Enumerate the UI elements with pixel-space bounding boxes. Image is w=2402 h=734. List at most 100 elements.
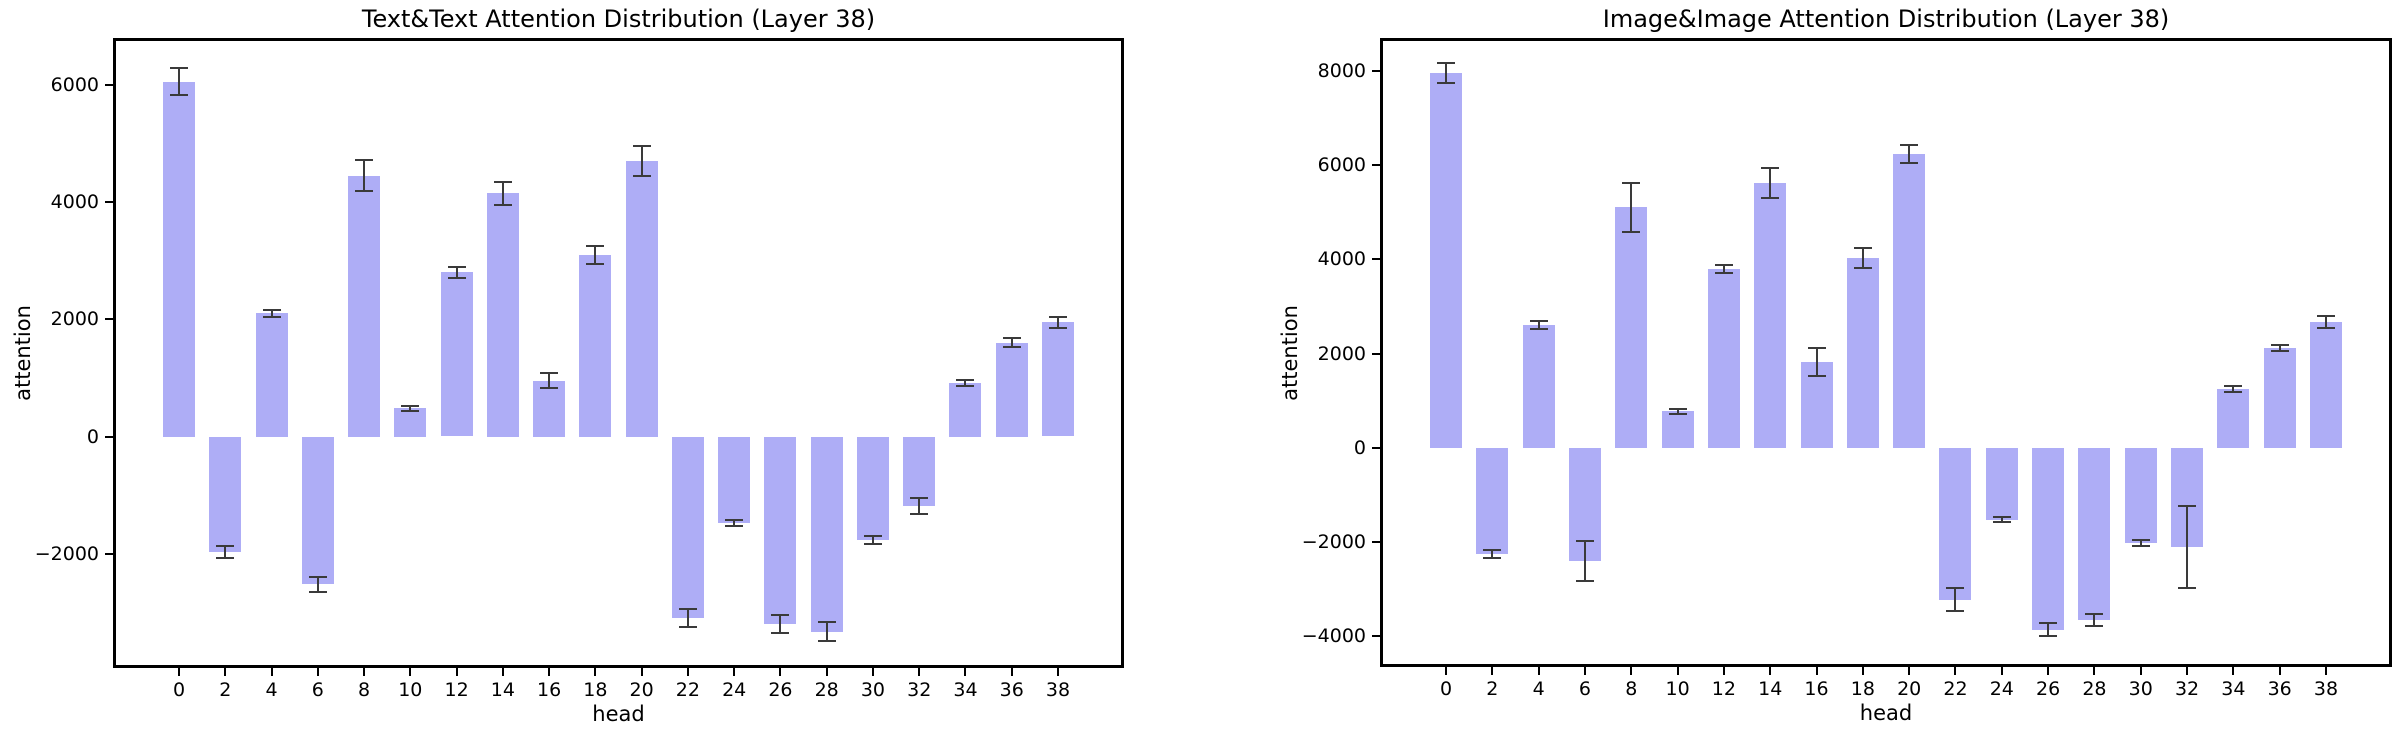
error-cap-bottom-head-28 xyxy=(817,640,836,643)
bar-head-2 xyxy=(209,436,242,552)
y-tick-mark xyxy=(105,318,113,321)
error-cap-top-head-30 xyxy=(2131,539,2150,542)
error-bar-head-22 xyxy=(686,609,689,627)
error-cap-top-head-28 xyxy=(817,621,836,624)
x-tick-label: 18 xyxy=(1850,678,1875,700)
error-cap-top-head-34 xyxy=(956,378,975,381)
x-tick-mark xyxy=(363,668,366,676)
error-bar-head-32 xyxy=(918,498,921,515)
plot-frame xyxy=(1380,38,2392,667)
y-tick-mark xyxy=(1372,258,1380,261)
x-tick-label: 6 xyxy=(311,679,324,701)
x-tick-label: 14 xyxy=(490,679,515,701)
chart-title-image-image: Image&Image Attention Distribution (Laye… xyxy=(1602,5,2170,33)
error-bar-head-0 xyxy=(178,68,180,96)
error-bar-head-30 xyxy=(2139,540,2142,546)
error-bar-head-26 xyxy=(779,615,782,633)
x-tick-label: 8 xyxy=(358,679,371,701)
y-tick-label: 0 xyxy=(86,425,99,448)
error-cap-bottom-head-14 xyxy=(1761,197,1780,200)
error-cap-bottom-head-18 xyxy=(1853,267,1872,270)
bar-head-30 xyxy=(2124,447,2157,544)
x-tick-mark xyxy=(2278,667,2281,675)
error-bar-head-24 xyxy=(2000,516,2003,523)
x-tick-mark xyxy=(2232,667,2235,675)
x-tick-label: 26 xyxy=(2036,678,2061,700)
error-cap-top-head-24 xyxy=(725,519,744,522)
x-tick-mark xyxy=(1676,667,1679,675)
x-tick-label: 16 xyxy=(1804,678,1829,700)
x-tick-label: 38 xyxy=(1045,679,1071,701)
y-tick-label: 4000 xyxy=(1317,248,1366,271)
error-bar-head-2 xyxy=(1491,549,1494,559)
x-tick-label: 10 xyxy=(398,679,423,701)
error-cap-bottom-head-18 xyxy=(586,262,605,265)
x-tick-mark xyxy=(1722,667,1725,675)
error-bar-head-24 xyxy=(733,520,736,527)
error-bar-head-38 xyxy=(1057,316,1059,328)
error-bar-head-36 xyxy=(2278,344,2281,352)
x-tick-mark xyxy=(871,668,874,676)
error-cap-top-head-38 xyxy=(2317,315,2335,318)
x-tick-label: 24 xyxy=(1989,678,2014,700)
error-cap-top-head-22 xyxy=(678,608,697,611)
y-tick-label: 6000 xyxy=(1317,154,1366,177)
error-cap-bottom-head-16 xyxy=(540,387,559,390)
error-cap-bottom-head-10 xyxy=(401,410,420,413)
bar-head-14 xyxy=(1754,183,1787,448)
y-tick-mark xyxy=(1372,352,1380,355)
x-tick-label: 34 xyxy=(953,679,978,701)
error-bar-head-34 xyxy=(964,379,967,386)
bar-head-10 xyxy=(1661,411,1694,448)
error-bar-head-12 xyxy=(455,267,458,278)
error-cap-bottom-head-22 xyxy=(678,625,697,628)
error-bar-head-6 xyxy=(1583,540,1586,582)
error-cap-top-head-2 xyxy=(216,545,235,548)
x-tick-label: 2 xyxy=(219,679,232,701)
x-tick-mark xyxy=(455,668,458,676)
error-bar-head-16 xyxy=(1815,348,1818,376)
y-tick-label: 4000 xyxy=(50,191,99,214)
error-bar-head-14 xyxy=(501,181,504,206)
error-bar-head-20 xyxy=(640,146,643,176)
error-cap-top-head-18 xyxy=(586,245,605,248)
x-tick-mark xyxy=(178,668,180,676)
x-tick-label: 28 xyxy=(2082,678,2107,700)
error-cap-top-head-8 xyxy=(1622,181,1641,184)
error-bar-head-6 xyxy=(316,576,319,592)
error-cap-top-head-10 xyxy=(1668,407,1687,410)
x-tick-mark xyxy=(2325,667,2327,675)
x-tick-mark xyxy=(2047,667,2050,675)
error-cap-bottom-head-30 xyxy=(2131,544,2150,547)
error-cap-top-head-20 xyxy=(632,145,651,148)
error-cap-bottom-head-26 xyxy=(2039,635,2058,638)
error-bar-head-22 xyxy=(1954,587,1957,612)
error-cap-bottom-head-32 xyxy=(910,513,929,516)
error-cap-bottom-head-0 xyxy=(1437,82,1455,85)
error-cap-bottom-head-38 xyxy=(2317,326,2335,329)
x-tick-label: 30 xyxy=(2128,678,2153,700)
x-tick-label: 32 xyxy=(907,679,932,701)
x-tick-label: 32 xyxy=(2174,678,2200,700)
x-tick-label: 20 xyxy=(629,679,654,701)
x-tick-mark xyxy=(594,668,597,676)
x-tick-label: 6 xyxy=(1578,678,1591,700)
error-cap-top-head-34 xyxy=(2224,384,2243,387)
x-tick-mark xyxy=(2093,667,2096,675)
error-cap-bottom-head-24 xyxy=(1992,521,2011,524)
error-cap-top-head-4 xyxy=(262,308,281,311)
error-cap-bottom-head-32 xyxy=(2178,586,2197,589)
bar-head-10 xyxy=(394,408,427,437)
bar-head-0 xyxy=(163,81,195,437)
x-tick-label: 28 xyxy=(814,679,839,701)
x-tick-label: 36 xyxy=(999,679,1024,701)
y-tick-label: 8000 xyxy=(1317,59,1366,82)
y-tick-label: 2000 xyxy=(1317,342,1366,365)
x-tick-label: 16 xyxy=(537,679,562,701)
y-tick-mark xyxy=(105,83,113,86)
x-tick-label: 34 xyxy=(2221,678,2246,700)
error-bar-head-8 xyxy=(363,160,366,191)
x-tick-mark xyxy=(640,668,643,676)
error-cap-bottom-head-8 xyxy=(355,189,374,192)
x-tick-label: 2 xyxy=(1486,678,1499,700)
